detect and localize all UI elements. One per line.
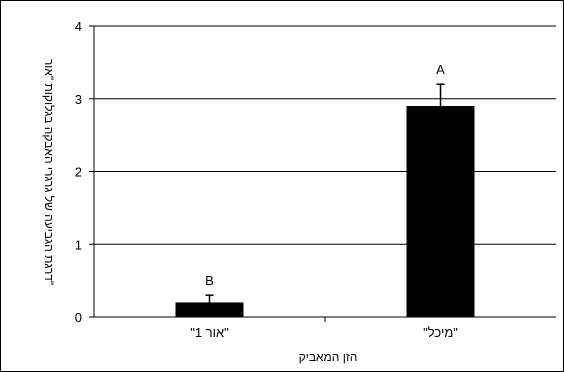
y-axis-title: דרגת הגביעה של גרגרי האבקה בגלוקות "אור"	[42, 59, 56, 285]
x-tick-label-0: "אור 1"	[190, 325, 229, 340]
labels: 0 1 2 3 4 B "אור 1" A "מיכל"	[75, 19, 458, 340]
significance-letter-0: B	[205, 273, 214, 288]
y-tick-label-1: 1	[75, 237, 82, 252]
gridlines	[94, 25, 556, 245]
axes	[89, 25, 556, 322]
x-axis-title: הזן המאביק	[299, 350, 358, 364]
y-tick-label-4: 4	[75, 19, 82, 34]
y-tick-label-2: 2	[75, 165, 82, 180]
bar-0	[175, 302, 244, 317]
significance-letter-1: A	[436, 62, 445, 77]
bars	[175, 83, 475, 318]
y-tick-label-0: 0	[75, 310, 82, 325]
y-tick-label-3: 3	[75, 92, 82, 107]
bar-1	[406, 106, 475, 318]
x-tick-label-1: "מיכל"	[423, 325, 458, 340]
